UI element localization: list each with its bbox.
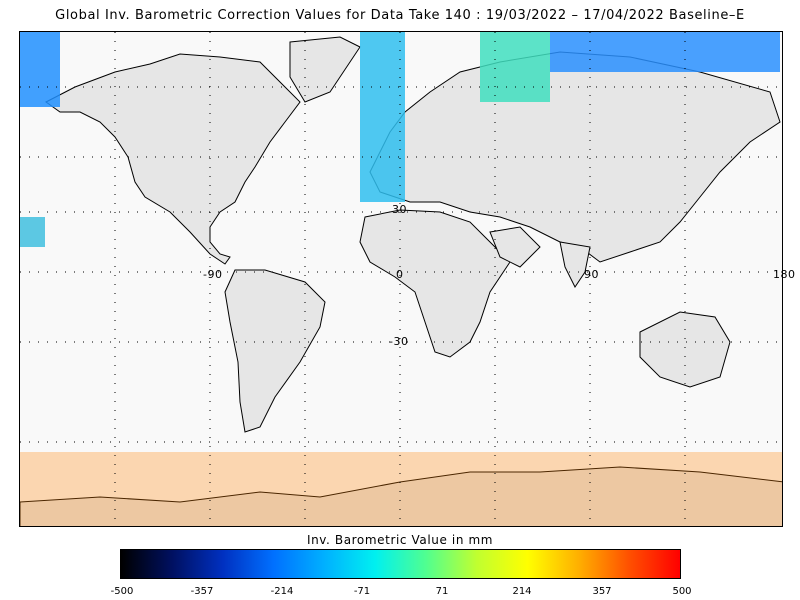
colorbar-tick: -214 [270, 586, 294, 597]
antarctica [20, 466, 782, 526]
lon-label-west: -90 [203, 268, 223, 281]
colorbar-tick: -71 [353, 586, 371, 597]
lat-label-south: -30 [389, 335, 409, 348]
india [559, 241, 591, 288]
colorbar-tick: 357 [592, 586, 612, 597]
africa [359, 209, 511, 358]
colorbar-tick: 214 [512, 586, 532, 597]
arabia [489, 226, 541, 268]
map-canvas [20, 32, 782, 526]
greenland [289, 36, 361, 103]
south-america [224, 269, 326, 433]
lon-label-east: 90 [584, 268, 599, 281]
ocean-swaths [20, 32, 782, 526]
continents [20, 36, 782, 526]
colorbar-tick: 500 [672, 586, 692, 597]
lon-label-dateline: 180 [773, 268, 796, 281]
australia [639, 311, 731, 388]
lon-label-zero: 0 [396, 268, 404, 281]
world-map [19, 31, 783, 527]
north-america [45, 53, 301, 265]
colorbar [120, 549, 681, 579]
colorbar-tick: -500 [110, 586, 134, 597]
colorbar-title: Inv. Barometric Value in mm [306, 533, 494, 547]
lat-label-north: 30 [392, 203, 407, 216]
colorbar-tick: 71 [435, 586, 449, 597]
colorbar-tick: -357 [190, 586, 214, 597]
map-title: Global Inv. Barometric Correction Values… [55, 8, 745, 23]
